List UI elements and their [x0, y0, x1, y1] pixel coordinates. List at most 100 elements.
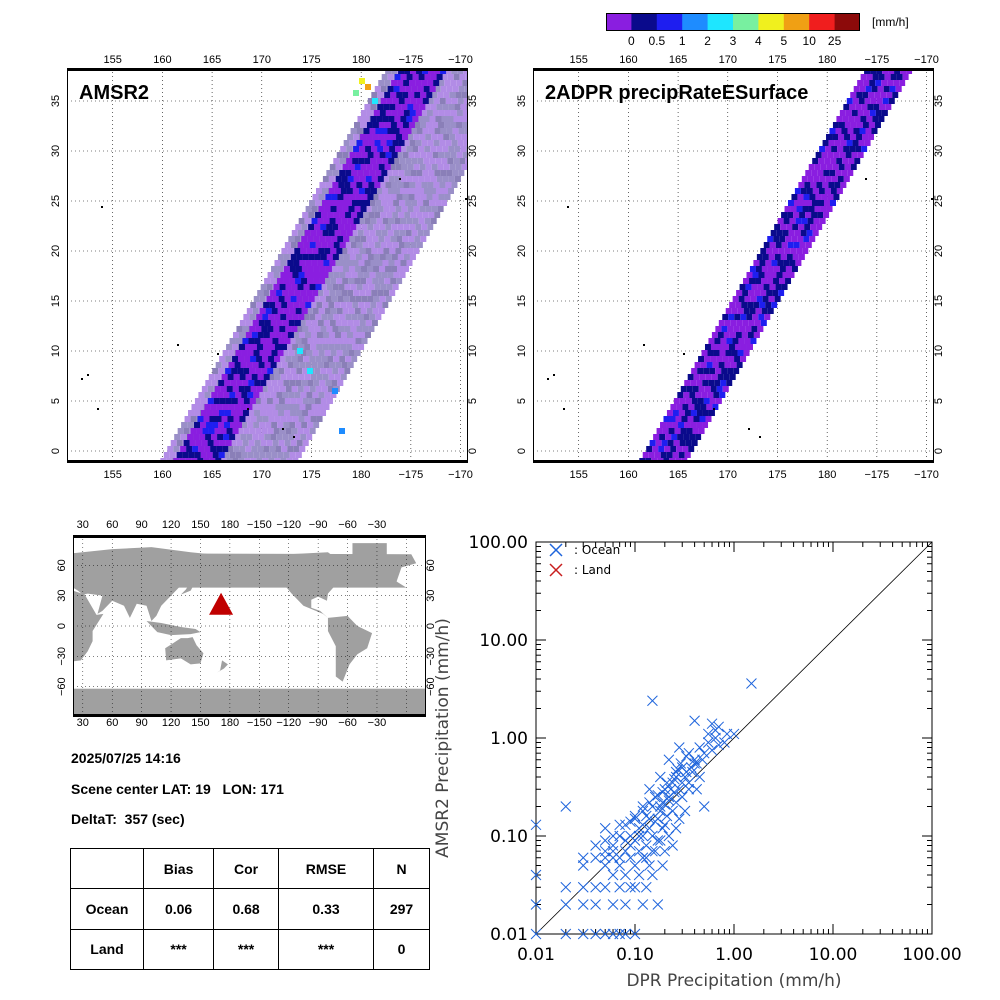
swath-cell	[405, 158, 412, 164]
swath-cell	[832, 122, 839, 128]
island	[643, 344, 645, 346]
swath-cell	[356, 128, 363, 134]
swath-cell	[754, 320, 761, 326]
swath-cell	[427, 182, 434, 188]
swath-cell	[276, 434, 283, 440]
swath-cell	[349, 296, 356, 302]
swath-cell	[374, 140, 381, 146]
map-lat-label: 10	[467, 345, 479, 357]
swath-cell	[308, 326, 315, 332]
swath-cell	[270, 278, 277, 284]
data-point-stroke	[698, 801, 710, 812]
swath-cell	[372, 236, 379, 242]
swath-cell	[282, 290, 289, 296]
swath-cell	[320, 224, 327, 230]
swath-cell	[316, 302, 323, 308]
swath-cell	[418, 176, 425, 182]
colorbar-swatch	[733, 13, 759, 31]
swath-cell	[857, 80, 864, 86]
data-point-stroke	[657, 860, 668, 871]
swath-cell	[836, 158, 843, 164]
data-point	[697, 754, 708, 766]
swath-cell	[453, 158, 460, 164]
swath-cell	[188, 452, 195, 458]
data-point-stroke	[607, 869, 619, 881]
swath-cell	[325, 380, 332, 386]
swath-cell	[258, 320, 265, 326]
swath-cell	[856, 134, 863, 140]
swath-cell	[859, 128, 866, 134]
data-point	[698, 801, 710, 812]
swath-cell	[297, 356, 304, 362]
swath-cell	[210, 404, 217, 410]
swath-cell	[371, 146, 378, 152]
swath-cell	[304, 416, 311, 422]
swath-cell	[330, 392, 337, 398]
swath-cell	[256, 302, 263, 308]
swath-cell	[293, 302, 300, 308]
swath-cell	[437, 92, 444, 98]
swath-cell	[653, 434, 660, 440]
swath-cell	[808, 206, 815, 212]
swath-cell	[300, 248, 307, 254]
swath-cell	[459, 158, 466, 164]
swath-cell	[816, 224, 823, 230]
swath-cell	[677, 392, 684, 398]
swath-cell	[232, 428, 239, 434]
swath-cell	[304, 272, 311, 278]
swath-cell	[800, 230, 807, 236]
swath-cell	[413, 206, 420, 212]
swath-cell	[324, 206, 331, 212]
swath-cell	[283, 278, 290, 284]
swath-cell	[359, 176, 366, 182]
swath-cell	[670, 446, 677, 452]
swath-cell	[381, 74, 388, 80]
swath-cell	[196, 428, 203, 434]
data-point	[620, 835, 631, 846]
swath-cell	[291, 284, 298, 290]
swath-cell	[249, 368, 256, 374]
swath-cell	[266, 410, 273, 416]
swath-cell	[859, 86, 866, 92]
data-point	[644, 783, 655, 795]
rain-cell	[353, 90, 359, 96]
swath-cell	[275, 332, 282, 338]
swath-cell	[761, 266, 768, 272]
swath-cell	[770, 230, 777, 236]
swath-cell	[289, 422, 296, 428]
stats-cell: 0	[373, 928, 430, 971]
data-point-stroke	[669, 773, 680, 785]
swath-cell	[284, 296, 291, 302]
swath-cell	[663, 416, 670, 422]
swath-cell	[763, 242, 770, 248]
data-point	[657, 822, 668, 834]
swath-cell	[753, 302, 760, 308]
swath-cell	[688, 404, 695, 410]
swath-cell	[805, 242, 812, 248]
swath-cell	[679, 440, 686, 446]
swath-cell	[220, 386, 227, 392]
island	[247, 408, 249, 410]
world-lon-label-bottom: 30	[77, 717, 89, 729]
swath-cell	[366, 308, 373, 314]
swath-cell	[400, 176, 407, 182]
swath-cell	[325, 194, 332, 200]
swath-cell	[323, 320, 330, 326]
swath-cell	[665, 434, 672, 440]
swath-cell	[691, 440, 698, 446]
swath-cell	[826, 134, 833, 140]
swath-cell	[302, 410, 309, 416]
swath-cell	[344, 242, 351, 248]
swath-cell	[279, 326, 286, 332]
swath-cell	[347, 218, 354, 224]
swath-cell	[276, 392, 283, 398]
swath-cell	[844, 164, 851, 170]
swath-cell	[251, 332, 258, 338]
swath-cell	[403, 80, 410, 86]
map-lat-label: 25	[467, 195, 479, 207]
swath-cell	[216, 446, 223, 452]
swath-cell	[242, 338, 249, 344]
map-lat-label: 30	[467, 145, 479, 157]
data-point-stroke	[625, 881, 636, 893]
swath-cell	[420, 152, 427, 158]
